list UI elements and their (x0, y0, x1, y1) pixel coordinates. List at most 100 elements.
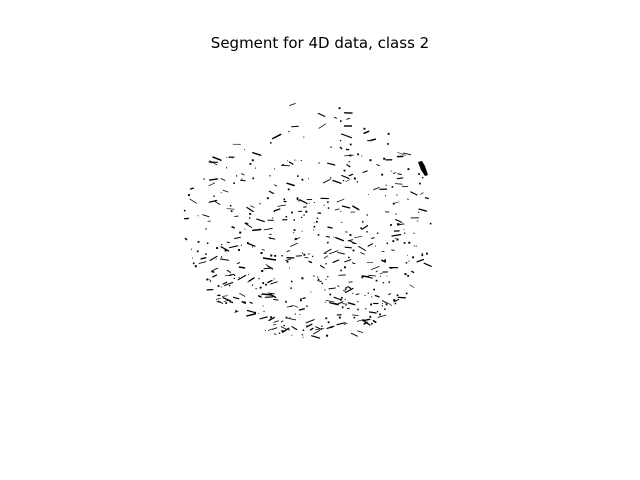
segment-speck (394, 302, 397, 305)
segment-stroke (345, 179, 351, 182)
segment-speck (341, 297, 343, 299)
segment-speck (255, 288, 257, 290)
segment-stroke (347, 286, 352, 289)
segment-speck (257, 313, 259, 314)
segment-stroke (240, 173, 245, 176)
segment-stroke (318, 123, 326, 129)
segment-speck (310, 291, 312, 293)
segment-stroke (381, 300, 388, 304)
segment-stroke (379, 272, 383, 275)
segment-speck (246, 242, 249, 244)
segment-stroke (347, 302, 356, 306)
segment-speck (191, 257, 193, 259)
segment-speck (344, 298, 346, 300)
segment-speck (348, 256, 350, 259)
segment-stroke (272, 327, 278, 330)
segment-speck (407, 275, 409, 277)
segment-speck (404, 273, 407, 276)
segment-speck (213, 195, 215, 197)
segment-stroke (219, 258, 230, 261)
segment-stroke (184, 237, 188, 241)
segment-speck (418, 173, 420, 175)
segment-stroke (397, 152, 406, 156)
segment-stroke (262, 257, 277, 261)
segment-stroke (319, 264, 325, 269)
segment-speck (263, 310, 265, 312)
segment-stroke (377, 314, 387, 318)
segment-speck (247, 274, 249, 275)
segment-speck (349, 143, 352, 146)
segment-speck (241, 178, 243, 180)
segment-speck (308, 178, 309, 180)
segment-stroke (273, 299, 279, 301)
segment-speck (415, 245, 417, 247)
segment-stroke (241, 301, 247, 304)
segment-speck (394, 237, 396, 239)
segment-speck (308, 202, 310, 204)
segment-stroke (234, 236, 241, 239)
segment-stroke (339, 146, 343, 150)
segment-speck (418, 211, 420, 213)
segment-stroke (375, 270, 379, 273)
segment-stroke (222, 281, 228, 285)
segment-speck (353, 316, 356, 319)
segment-speck (380, 276, 381, 277)
segment-speck (302, 336, 304, 338)
segment-stroke (215, 297, 221, 300)
segment-stroke (397, 223, 405, 226)
segment-speck (429, 222, 432, 225)
segment-speck (396, 238, 399, 241)
segment-speck (386, 275, 388, 277)
segment-stroke (208, 182, 216, 187)
segment-blob (418, 161, 428, 176)
segment-speck (296, 197, 299, 199)
segment-stroke (324, 248, 332, 254)
segment-stroke (282, 327, 290, 333)
segment-speck (308, 253, 310, 255)
segment-speck (405, 262, 408, 264)
segment-speck (221, 244, 223, 246)
segment-stroke (329, 250, 339, 255)
segment-stroke (342, 290, 346, 292)
segment-speck (233, 226, 235, 229)
segment-speck (221, 286, 223, 288)
segment-stroke (332, 259, 340, 263)
segment-speck (206, 278, 209, 281)
segment-speck (333, 236, 335, 238)
segment-speck (302, 329, 305, 331)
segment-stroke (344, 246, 352, 249)
segment-stroke (268, 190, 275, 195)
segment-speck (205, 253, 207, 255)
segment-stroke (261, 293, 273, 296)
segment-speck (260, 294, 262, 296)
segment-speck (291, 211, 293, 214)
segment-stroke (327, 162, 336, 166)
segment-stroke (222, 297, 231, 302)
segment-speck (361, 276, 364, 279)
segment-stroke (370, 266, 380, 271)
segment-stroke (311, 335, 321, 339)
segment-stroke (362, 170, 368, 173)
segment-stroke (226, 241, 231, 244)
segment-speck (260, 252, 263, 254)
segment-stroke (309, 327, 314, 331)
segment-stroke (361, 275, 370, 278)
segment-stroke (285, 258, 292, 262)
segment-stroke (335, 236, 344, 242)
segment-stroke (327, 226, 333, 229)
segment-speck (327, 276, 329, 278)
segment-stroke (352, 242, 357, 245)
segment-speck (384, 259, 386, 262)
segment-stroke (226, 269, 231, 273)
segment-stroke (391, 233, 402, 237)
segment-speck (390, 224, 392, 226)
segment-stroke (289, 103, 296, 106)
segment-speck (226, 157, 228, 158)
segment-speck (318, 162, 320, 164)
segment-speck (262, 282, 265, 284)
segment-stroke (246, 206, 254, 213)
segment-stroke (247, 242, 256, 247)
segment-speck (287, 160, 288, 162)
segment-stroke (202, 214, 210, 218)
segment-speck (299, 314, 301, 315)
